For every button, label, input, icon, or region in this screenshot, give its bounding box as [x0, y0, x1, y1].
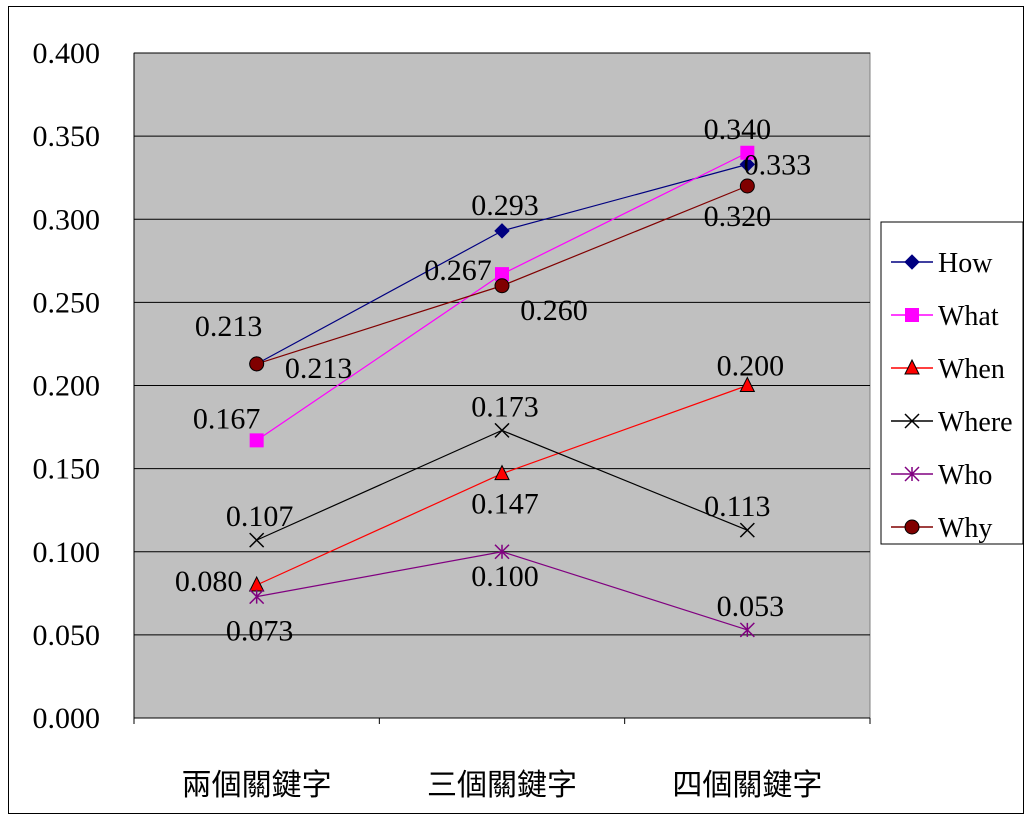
data-point-what — [495, 267, 509, 282]
data-label-what: 0.167 — [193, 402, 261, 435]
data-point-why — [739, 178, 755, 194]
data-label-why: 0.213 — [195, 310, 263, 343]
data-label-when: 0.080 — [175, 565, 243, 598]
data-point-what — [740, 145, 755, 160]
legend-marker-when — [904, 358, 920, 375]
legend-label-where: Where — [938, 407, 1013, 438]
legend-marker-how — [904, 254, 920, 270]
y-tick-label: 0.050 — [33, 619, 101, 652]
legend-label-who: Who — [938, 460, 992, 491]
data-point-when — [739, 376, 756, 392]
y-tick-label: 0.000 — [33, 702, 101, 735]
y-tick-label: 0.400 — [33, 37, 101, 70]
data-point-why — [494, 278, 510, 294]
legend-marker-where — [904, 413, 920, 429]
x-category-label: 三個關鍵字 — [427, 769, 577, 802]
data-label-who: 0.053 — [717, 590, 785, 623]
legend-marker-who — [904, 466, 920, 482]
data-point-how — [739, 156, 756, 173]
legend-marker-why — [904, 519, 920, 535]
legend-label-what: What — [938, 301, 999, 332]
y-tick-label: 0.100 — [33, 536, 101, 569]
y-tick-label: 0.250 — [33, 286, 101, 319]
data-label-how: 0.333 — [744, 148, 812, 181]
data-label-when: 0.147 — [471, 488, 539, 521]
data-label-when: 0.200 — [717, 350, 785, 383]
data-label-where: 0.113 — [704, 490, 770, 523]
x-category-label: 四個關鍵字 — [672, 769, 822, 802]
data-label-why: 0.320 — [704, 200, 772, 233]
data-point-where — [494, 422, 510, 438]
data-point-who — [249, 589, 265, 605]
data-label-how: 0.293 — [471, 189, 539, 222]
data-label-what: 0.340 — [704, 113, 772, 146]
data-point-when — [494, 464, 510, 481]
data-point-what — [249, 433, 264, 448]
y-tick-label: 0.300 — [33, 203, 101, 236]
legend-label-how: How — [938, 248, 993, 279]
data-label-what: 0.267 — [424, 254, 492, 287]
legend-marker-what — [905, 308, 919, 322]
y-tick-label: 0.200 — [33, 370, 101, 403]
data-point-who — [739, 622, 755, 638]
y-tick-label: 0.350 — [33, 120, 101, 153]
data-label-who: 0.100 — [471, 560, 539, 593]
data-label-who: 0.073 — [226, 615, 294, 648]
data-label-why: 0.260 — [520, 294, 588, 327]
legend-label-why: Why — [938, 513, 992, 544]
data-point-why — [249, 356, 265, 372]
legend-box — [880, 221, 1024, 545]
data-point-how — [494, 223, 510, 239]
data-point-where — [739, 522, 755, 538]
legend-label-when: When — [938, 354, 1005, 385]
data-label-where: 0.173 — [471, 390, 539, 423]
data-point-who — [494, 544, 510, 560]
x-category-label: 兩個關鍵字 — [182, 769, 332, 802]
y-tick-label: 0.150 — [33, 453, 101, 486]
data-point-where — [249, 532, 265, 548]
data-label-where: 0.107 — [226, 500, 294, 533]
data-label-how: 0.213 — [285, 352, 353, 385]
